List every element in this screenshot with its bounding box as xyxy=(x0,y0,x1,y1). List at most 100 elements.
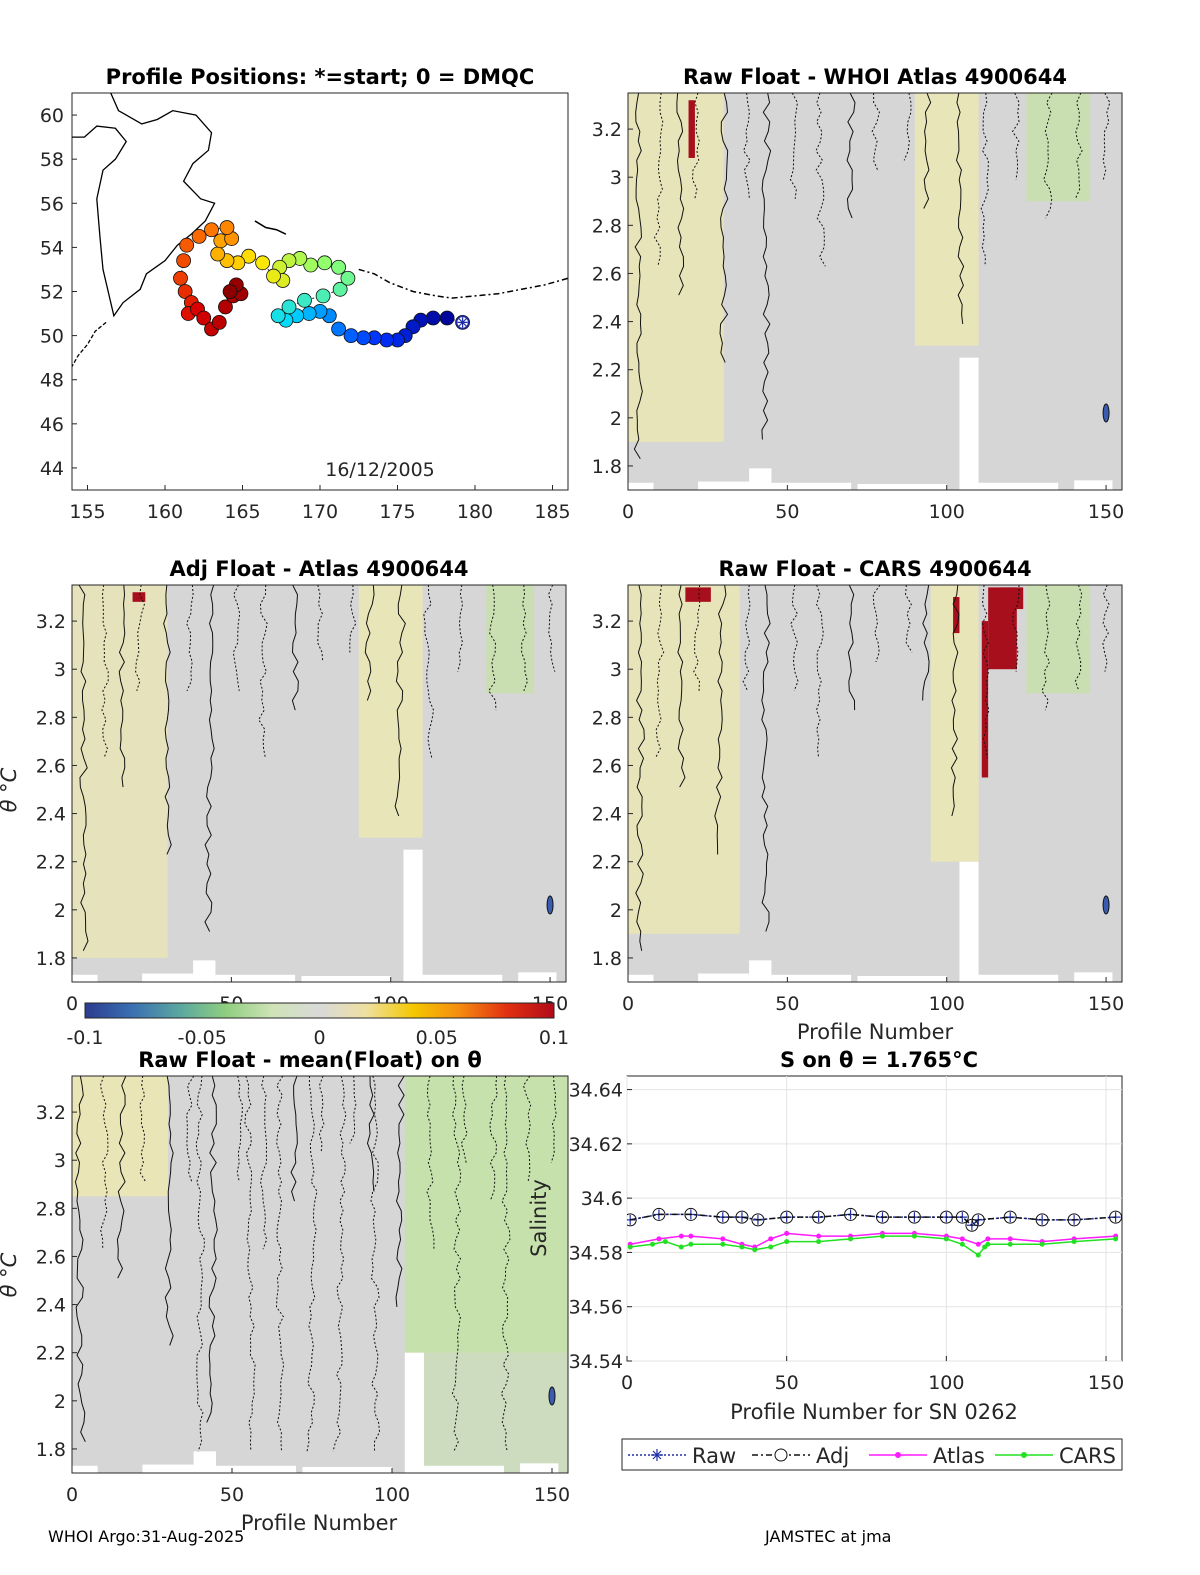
y-tick-label: 2.2 xyxy=(36,1343,66,1365)
y-tick-label: 2.8 xyxy=(36,707,66,729)
contour-line xyxy=(244,1076,256,1452)
contour-line xyxy=(163,585,172,855)
cars-marker xyxy=(943,1236,949,1242)
contour-line xyxy=(394,585,406,817)
commander-islands xyxy=(254,220,287,235)
y-tick-label: 3 xyxy=(610,659,622,681)
contour-line xyxy=(903,93,912,161)
y-tick-label: 34.56 xyxy=(569,1297,623,1319)
y-tick-label: 2 xyxy=(54,1391,66,1413)
legend-label: Adj xyxy=(816,1444,849,1468)
track-point xyxy=(355,330,371,346)
track-point xyxy=(255,255,271,271)
contour-line xyxy=(846,93,856,219)
track-point xyxy=(331,259,347,275)
y-tick-label: 48 xyxy=(40,370,64,392)
y-tick-label: 2.8 xyxy=(592,215,622,237)
y-tick-label: 2.2 xyxy=(592,360,622,382)
colorbar-tick-label: 0.05 xyxy=(416,1027,458,1049)
cars-marker xyxy=(784,1239,790,1245)
contour-line xyxy=(460,1076,468,1163)
cars-marker xyxy=(879,1233,885,1239)
contour-line xyxy=(950,585,960,817)
contour-line xyxy=(547,585,556,672)
x-tick-label: 175 xyxy=(379,501,415,523)
heatmap-gap xyxy=(142,1464,200,1473)
adj-marker xyxy=(1003,1210,1017,1224)
contour-line xyxy=(186,1076,195,1183)
y-tick-label: 1.8 xyxy=(592,456,622,478)
heatmap-gap xyxy=(215,974,296,982)
raw-mean-heatmap xyxy=(72,1076,568,1473)
contour-line xyxy=(306,1076,318,1452)
adj-marker xyxy=(780,1210,794,1224)
raw-atlas-title: Raw Float - WHOI Atlas 4900644 xyxy=(683,65,1067,89)
cars-marker xyxy=(1007,1241,1013,1247)
contour-line xyxy=(291,585,299,711)
adj-marker xyxy=(955,1210,969,1224)
x-tick-label: 165 xyxy=(224,501,260,523)
heatmap-band xyxy=(404,1076,568,1353)
track-point xyxy=(315,288,331,304)
contour-line xyxy=(847,585,856,711)
salinity-series xyxy=(627,1207,1122,1258)
contour-line xyxy=(923,93,932,209)
raw-cars-heatmap xyxy=(628,585,1122,982)
contour-line xyxy=(395,1076,405,1308)
colorbar-tick-label: 0 xyxy=(313,1027,325,1049)
y-tick-label: 58 xyxy=(40,149,64,171)
atlas-marker xyxy=(985,1236,991,1242)
y-tick-label: 3 xyxy=(54,659,66,681)
y-tick-label: 44 xyxy=(40,458,64,480)
x-tick-label: 155 xyxy=(69,501,105,523)
heatmap-gap xyxy=(403,849,423,982)
contour-line xyxy=(522,1076,532,1182)
heatmap-gap xyxy=(857,975,947,982)
track-point xyxy=(439,310,455,326)
adj-atlas-title: Adj Float - Atlas 4900644 xyxy=(169,557,468,581)
y-tick-label: 52 xyxy=(40,282,64,304)
adj-marker xyxy=(907,1210,921,1224)
adj-marker xyxy=(627,1213,637,1227)
track-point xyxy=(173,270,188,286)
y-tick-label: 54 xyxy=(40,237,64,259)
contour-line xyxy=(521,585,528,692)
x-tick-label: 170 xyxy=(302,501,338,523)
adj-marker xyxy=(971,1213,985,1227)
contour-line xyxy=(370,1076,381,1452)
salinity-ticks: 0 50 100 150 34.54 34.56 34.58 34.6 34.62 34.64 xyxy=(569,1080,1125,1394)
track-point xyxy=(196,310,212,326)
map-date-annotation: 16/12/2005 xyxy=(325,459,435,481)
y-tick-label: 50 xyxy=(40,326,64,348)
contour-line xyxy=(164,1076,174,1346)
y-tick-label: 2.8 xyxy=(36,1198,66,1220)
adj-marker xyxy=(875,1210,889,1224)
heatmap-gap xyxy=(628,974,654,982)
y-tick-label: 34.64 xyxy=(569,1080,623,1102)
raw-atlas-panel: Raw Float - WHOI Atlas 4900644 0 50 100 150… xyxy=(592,65,1124,523)
contour-line xyxy=(676,93,685,296)
contour-line xyxy=(236,1076,243,1182)
y-tick-label: 2.6 xyxy=(592,755,622,777)
adj-marker xyxy=(1035,1213,1049,1227)
raw-atlas-ticks: 0 50 100 150 1.8 2 2.2 2.4 2.6 2.8 3 3.2 xyxy=(592,119,1124,523)
contour-line xyxy=(74,1076,86,1442)
contour-line xyxy=(815,93,826,267)
heatmap-gap xyxy=(193,1451,216,1473)
footer-left: WHOI Argo:31-Aug-2025 xyxy=(48,1527,244,1546)
heatmap-band xyxy=(628,93,724,442)
salinity-legend: Raw Adj Atlas CARS xyxy=(621,1438,1123,1471)
cars-marker xyxy=(650,1241,656,1247)
track-point xyxy=(425,310,441,326)
heatmap-gap xyxy=(422,974,503,982)
y-tick-label: 2 xyxy=(610,900,622,922)
track-point xyxy=(176,253,192,269)
raw-mean-xlabel: Profile Number xyxy=(241,1511,398,1535)
heatmap-gap xyxy=(216,1465,296,1473)
y-tick-label: 2.6 xyxy=(36,755,66,777)
cars-marker xyxy=(848,1236,854,1242)
contour-line xyxy=(290,1076,298,1202)
cars-marker xyxy=(627,1244,633,1250)
adj-marker xyxy=(1109,1210,1122,1224)
